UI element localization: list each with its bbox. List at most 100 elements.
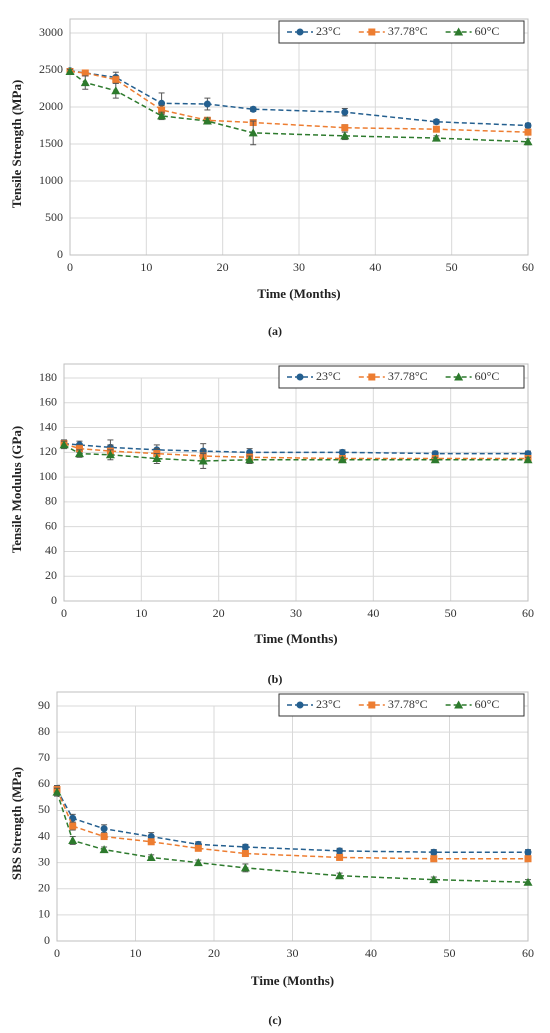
y-axis-title: Tensile Modulus (GPa) (9, 426, 24, 553)
legend-label: 60°C (475, 24, 500, 38)
legend-box (278, 693, 525, 717)
marker (248, 128, 258, 137)
marker (194, 844, 202, 852)
series-line (56, 789, 528, 860)
legend-marker (368, 373, 376, 381)
marker (146, 852, 156, 861)
x-axis-title: Time (Months) (257, 286, 340, 301)
y-tick-label: 0 (51, 593, 57, 607)
legend-label: 37.78°C (388, 697, 428, 711)
y-axis-title: Tensile Strength (MPa) (9, 80, 24, 209)
y-tick-label: 0 (57, 247, 63, 261)
marker (52, 787, 62, 796)
y-tick-label: 2000 (39, 99, 63, 113)
y-tick-label: 90 (38, 698, 50, 712)
x-tick-label: 0 (61, 606, 67, 620)
marker (241, 850, 249, 858)
marker (193, 858, 203, 867)
marker (524, 122, 532, 129)
marker (100, 833, 108, 841)
x-tick-label: 30 (287, 946, 299, 960)
marker (430, 855, 438, 863)
marker (432, 125, 440, 133)
legend-label: 23°C (316, 24, 341, 38)
y-tick-label: 80 (45, 494, 57, 508)
x-tick-label: 20 (208, 946, 220, 960)
legend-label: 60°C (475, 697, 500, 711)
marker (341, 108, 349, 116)
y-tick-label: 20 (45, 568, 57, 582)
marker (68, 835, 78, 844)
marker (240, 863, 250, 872)
marker (523, 455, 533, 464)
x-tick-label: 0 (67, 260, 73, 274)
marker (74, 449, 84, 458)
series-line (63, 444, 528, 462)
y-tick-label: 40 (45, 543, 57, 557)
marker (431, 133, 441, 142)
legend-label: 23°C (316, 697, 341, 711)
legend-box (278, 20, 525, 44)
legend-marker (454, 27, 464, 36)
marker (524, 848, 532, 856)
marker (336, 847, 344, 855)
marker (198, 456, 208, 465)
y-tick-label: 60 (45, 518, 57, 532)
marker (249, 105, 257, 113)
marker (75, 445, 83, 453)
marker (523, 877, 533, 886)
y-tick-label: 60 (38, 776, 50, 790)
caption: (a) (268, 324, 282, 338)
y-tick-label: 160 (39, 395, 57, 409)
x-tick-label: 10 (135, 606, 147, 620)
legend-marker (296, 28, 304, 36)
plot-frame (63, 363, 529, 602)
legend-label: 37.78°C (388, 369, 428, 383)
marker (65, 66, 75, 75)
x-tick-label: 40 (369, 260, 381, 274)
marker (524, 855, 532, 863)
plot-frame (69, 18, 529, 256)
marker (523, 137, 533, 146)
y-tick-label: 10 (38, 907, 50, 921)
y-axis-title: SBS Strength (MPa) (9, 767, 24, 880)
marker (341, 124, 349, 132)
y-tick-label: 80 (38, 724, 50, 738)
y-tick-label: 2500 (39, 62, 63, 76)
marker (202, 116, 212, 125)
legend-marker (454, 372, 464, 381)
x-tick-label: 40 (367, 606, 379, 620)
marker (430, 455, 440, 464)
x-tick-label: 30 (293, 260, 305, 274)
y-tick-label: 0 (44, 933, 50, 947)
x-axis-title: Time (Months) (251, 973, 334, 988)
marker (147, 838, 155, 846)
legend-marker (368, 28, 376, 36)
x-tick-label: 50 (444, 946, 456, 960)
x-tick-label: 60 (522, 946, 534, 960)
marker (336, 853, 344, 861)
legend-label: 23°C (316, 369, 341, 383)
marker (59, 440, 69, 449)
x-tick-label: 20 (217, 260, 229, 274)
y-tick-label: 120 (39, 444, 57, 458)
y-tick-label: 3000 (39, 25, 63, 39)
y-tick-label: 30 (38, 854, 50, 868)
y-tick-label: 50 (38, 802, 50, 816)
marker (340, 131, 350, 140)
marker (335, 871, 345, 880)
x-tick-label: 50 (446, 260, 458, 274)
legend-label: 37.78°C (388, 24, 428, 38)
marker (100, 825, 108, 833)
x-tick-label: 50 (445, 606, 457, 620)
marker (432, 118, 440, 126)
x-tick-label: 10 (140, 260, 152, 274)
x-tick-label: 20 (213, 606, 225, 620)
legend-marker (454, 700, 464, 709)
y-tick-label: 40 (38, 828, 50, 842)
marker (158, 106, 166, 114)
marker (203, 100, 211, 108)
marker (429, 875, 439, 884)
y-tick-label: 70 (38, 750, 50, 764)
